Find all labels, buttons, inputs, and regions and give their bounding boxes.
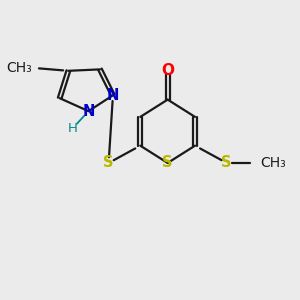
Text: S: S <box>162 155 173 170</box>
Text: N: N <box>107 88 119 103</box>
Text: H: H <box>68 122 78 135</box>
Text: S: S <box>103 155 114 170</box>
Text: N: N <box>82 103 95 118</box>
Text: S: S <box>221 155 232 170</box>
Text: O: O <box>161 63 174 78</box>
Text: CH₃: CH₃ <box>7 61 32 75</box>
Text: CH₃: CH₃ <box>260 156 286 170</box>
